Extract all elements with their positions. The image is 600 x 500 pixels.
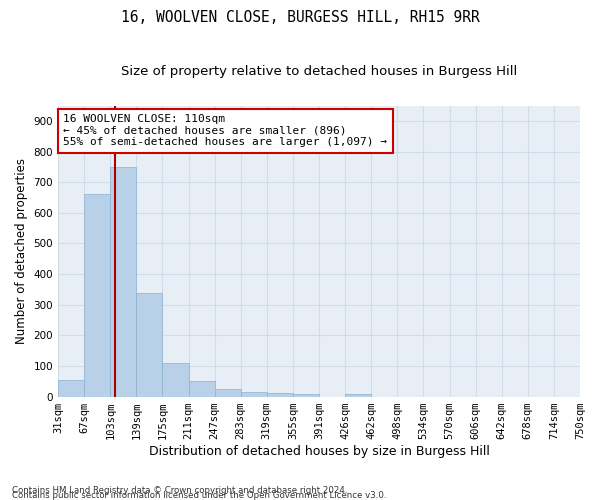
Text: 16 WOOLVEN CLOSE: 110sqm
← 45% of detached houses are smaller (896)
55% of semi-: 16 WOOLVEN CLOSE: 110sqm ← 45% of detach… [63, 114, 387, 148]
Bar [136, 293, 163, 397]
Bar [58, 380, 84, 396]
Bar [188, 380, 215, 396]
Bar [84, 194, 110, 396]
Title: Size of property relative to detached houses in Burgess Hill: Size of property relative to detached ho… [121, 65, 517, 78]
Bar [293, 394, 319, 396]
Bar [163, 364, 188, 396]
Bar [241, 392, 267, 396]
Bar [267, 393, 293, 396]
Bar [215, 389, 241, 396]
Bar [110, 167, 136, 396]
Text: Contains public sector information licensed under the Open Government Licence v3: Contains public sector information licen… [12, 491, 386, 500]
X-axis label: Distribution of detached houses by size in Burgess Hill: Distribution of detached houses by size … [149, 444, 490, 458]
Text: Contains HM Land Registry data © Crown copyright and database right 2024.: Contains HM Land Registry data © Crown c… [12, 486, 347, 495]
Bar [345, 394, 371, 396]
Y-axis label: Number of detached properties: Number of detached properties [15, 158, 28, 344]
Text: 16, WOOLVEN CLOSE, BURGESS HILL, RH15 9RR: 16, WOOLVEN CLOSE, BURGESS HILL, RH15 9R… [121, 10, 479, 25]
